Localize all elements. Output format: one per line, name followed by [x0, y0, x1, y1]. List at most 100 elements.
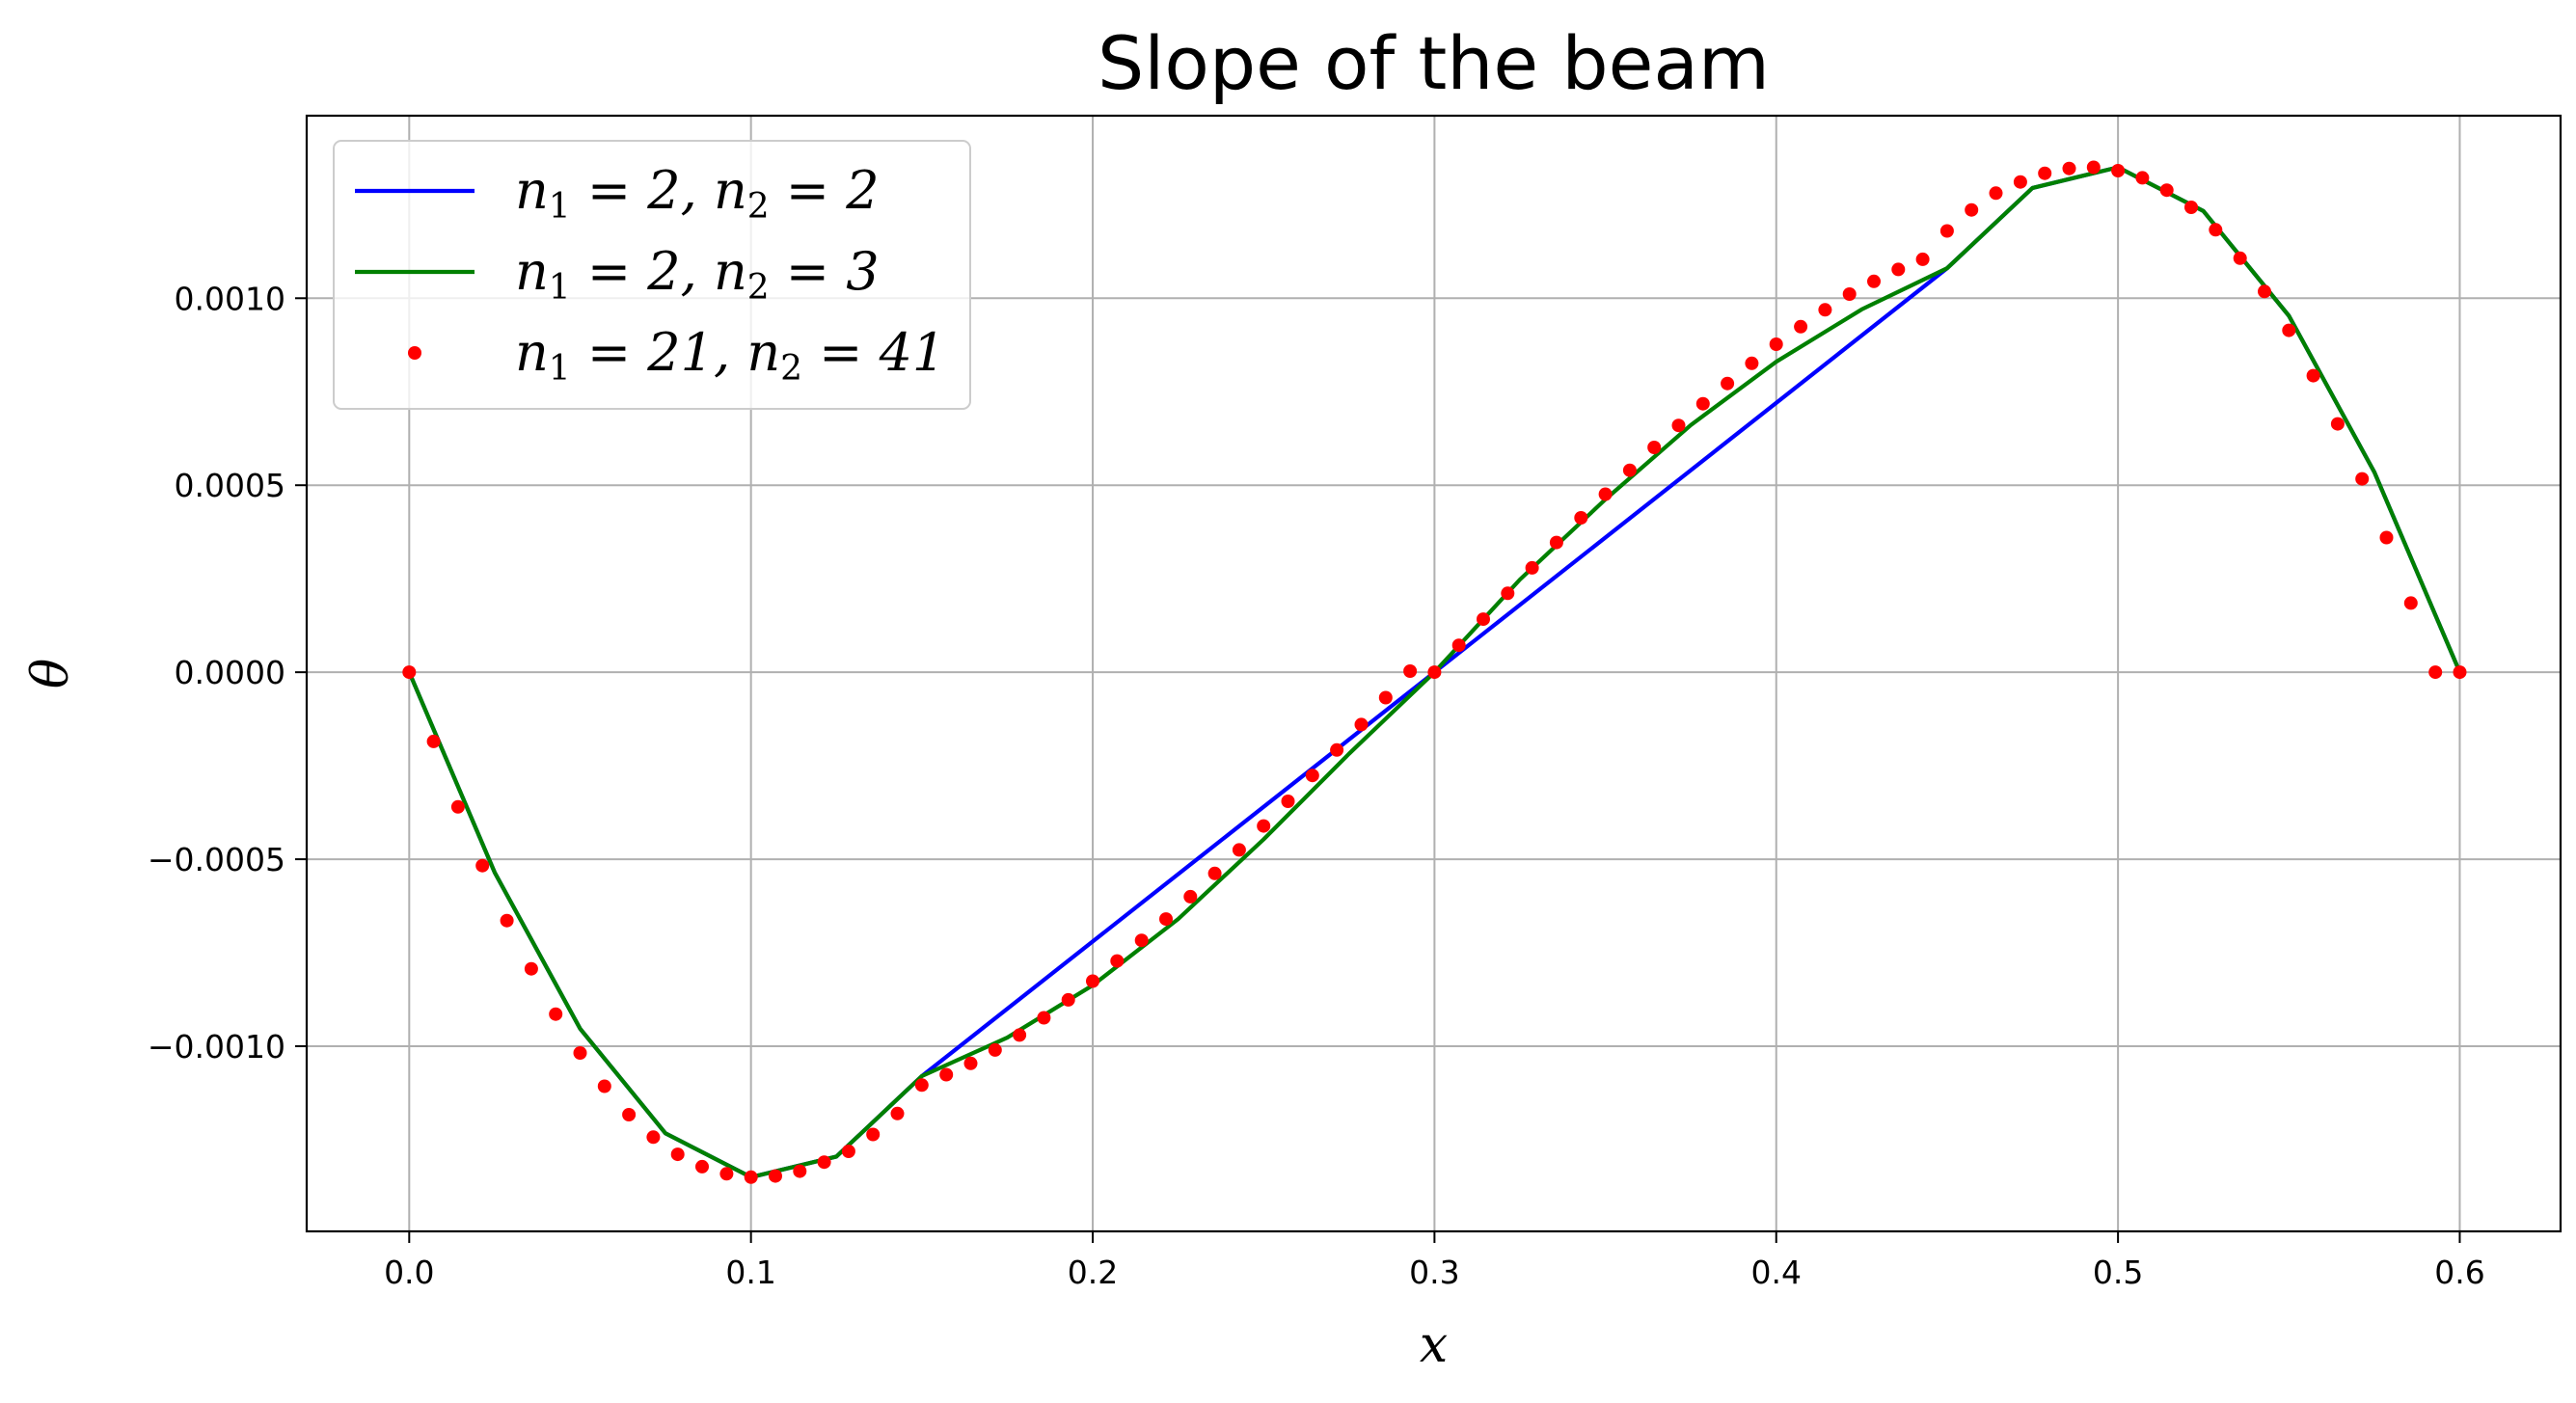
x-tick-label: 0.5	[2093, 1254, 2143, 1291]
data-point	[1622, 463, 1637, 477]
data-point	[2258, 284, 2271, 299]
data-point	[2330, 417, 2345, 431]
data-point	[1451, 638, 1466, 653]
x-tick-label: 0.4	[1751, 1254, 1802, 1291]
data-point	[2453, 665, 2467, 680]
y-axis-label: θ	[22, 659, 80, 688]
data-point	[963, 1056, 978, 1070]
data-point	[988, 1042, 1002, 1057]
data-point	[1818, 303, 1832, 317]
data-point	[1891, 262, 1906, 277]
data-point	[670, 1147, 685, 1162]
legend-text-part: n	[714, 160, 747, 221]
legend-text-part: = 3	[770, 241, 880, 302]
legend-subscript: 2	[747, 187, 770, 227]
legend-swatch-marker	[408, 346, 421, 360]
data-point	[1842, 287, 1857, 301]
data-point	[2111, 164, 2126, 177]
data-point	[2062, 161, 2076, 175]
data-point	[1915, 252, 1930, 266]
data-point	[450, 799, 465, 814]
data-point	[866, 1127, 881, 1142]
data-point	[2038, 166, 2052, 180]
data-point	[2209, 223, 2223, 237]
data-point	[402, 665, 417, 680]
legend-text-part: n	[746, 322, 780, 383]
x-tick-label: 0.1	[725, 1254, 775, 1291]
data-point	[1769, 337, 1783, 351]
data-point	[2428, 665, 2443, 680]
data-point	[1477, 612, 1490, 627]
series-markers-3	[402, 160, 2467, 1184]
legend-text-part: = 21,	[571, 322, 747, 383]
legend-text-part: = 2,	[571, 241, 714, 302]
data-point	[1745, 356, 1759, 370]
data-point	[1549, 535, 1563, 550]
y-tick-label: 0.0010	[175, 280, 285, 317]
data-point	[695, 1159, 709, 1174]
y-tick-label: 0.0000	[175, 654, 285, 691]
data-point	[1501, 586, 1515, 601]
data-point	[1721, 376, 1735, 391]
data-point	[1013, 1028, 1027, 1042]
data-point	[1183, 889, 1198, 904]
legend-text-part: n	[515, 160, 549, 221]
x-tick-label: 0.6	[2434, 1254, 2484, 1291]
data-point	[1061, 992, 1075, 1007]
data-point	[1207, 866, 1222, 880]
legend-text-part: = 2,	[571, 160, 714, 221]
data-point	[890, 1106, 905, 1120]
legend-text-part: = 2	[770, 160, 880, 221]
data-point	[1695, 396, 1710, 411]
legend-text-part: n	[714, 241, 747, 302]
data-point	[1989, 186, 2003, 201]
y-tick-label: −0.0010	[148, 1028, 285, 1066]
series-layer	[402, 160, 2467, 1184]
data-point	[769, 1169, 782, 1183]
data-point	[2184, 201, 2198, 214]
data-point	[2355, 472, 2370, 486]
legend-entry-label: n1​ = 2, n2​ = 3	[515, 241, 880, 308]
legend-subscript: 2	[747, 268, 770, 308]
x-axis-label: x	[1420, 1316, 1448, 1374]
data-point	[524, 961, 538, 976]
data-point	[475, 858, 490, 873]
legend-entry-label: n1​ = 21, n2​ = 41	[515, 322, 945, 389]
data-point	[1939, 224, 1954, 238]
data-point	[1378, 690, 1393, 705]
data-point	[1134, 933, 1149, 948]
data-point	[2403, 596, 2418, 610]
legend-box	[333, 140, 971, 410]
x-tick-label: 0.3	[1409, 1254, 1459, 1291]
data-point	[1794, 319, 1808, 334]
data-point	[1427, 665, 1442, 680]
data-point	[1330, 742, 1344, 757]
legend-entry-label: n1​ = 2, n2​ = 2	[515, 160, 880, 227]
data-point	[914, 1078, 929, 1093]
data-point	[744, 1170, 758, 1184]
data-point	[2233, 251, 2247, 265]
data-point	[2159, 183, 2174, 198]
data-point	[2282, 323, 2296, 337]
legend-subscript: 1	[549, 349, 571, 389]
data-point	[500, 913, 514, 928]
x-tick-label: 0.2	[1068, 1254, 1118, 1291]
data-point	[1647, 441, 1662, 454]
data-point	[1354, 717, 1369, 732]
data-point	[1867, 274, 1881, 288]
data-point	[1159, 912, 1173, 927]
legend-text-part: = 41	[802, 322, 945, 383]
data-point	[1965, 202, 1979, 217]
data-point	[1086, 974, 1099, 988]
data-point	[1257, 819, 1271, 833]
legend-text-part: n	[515, 241, 549, 302]
data-point	[1281, 795, 1295, 808]
data-point	[1598, 487, 1613, 501]
data-point	[1671, 418, 1686, 433]
data-point	[2013, 175, 2027, 189]
data-point	[1403, 664, 1418, 678]
legend-subscript: 1	[549, 268, 571, 308]
data-point	[2379, 530, 2394, 545]
data-point	[2306, 368, 2320, 383]
